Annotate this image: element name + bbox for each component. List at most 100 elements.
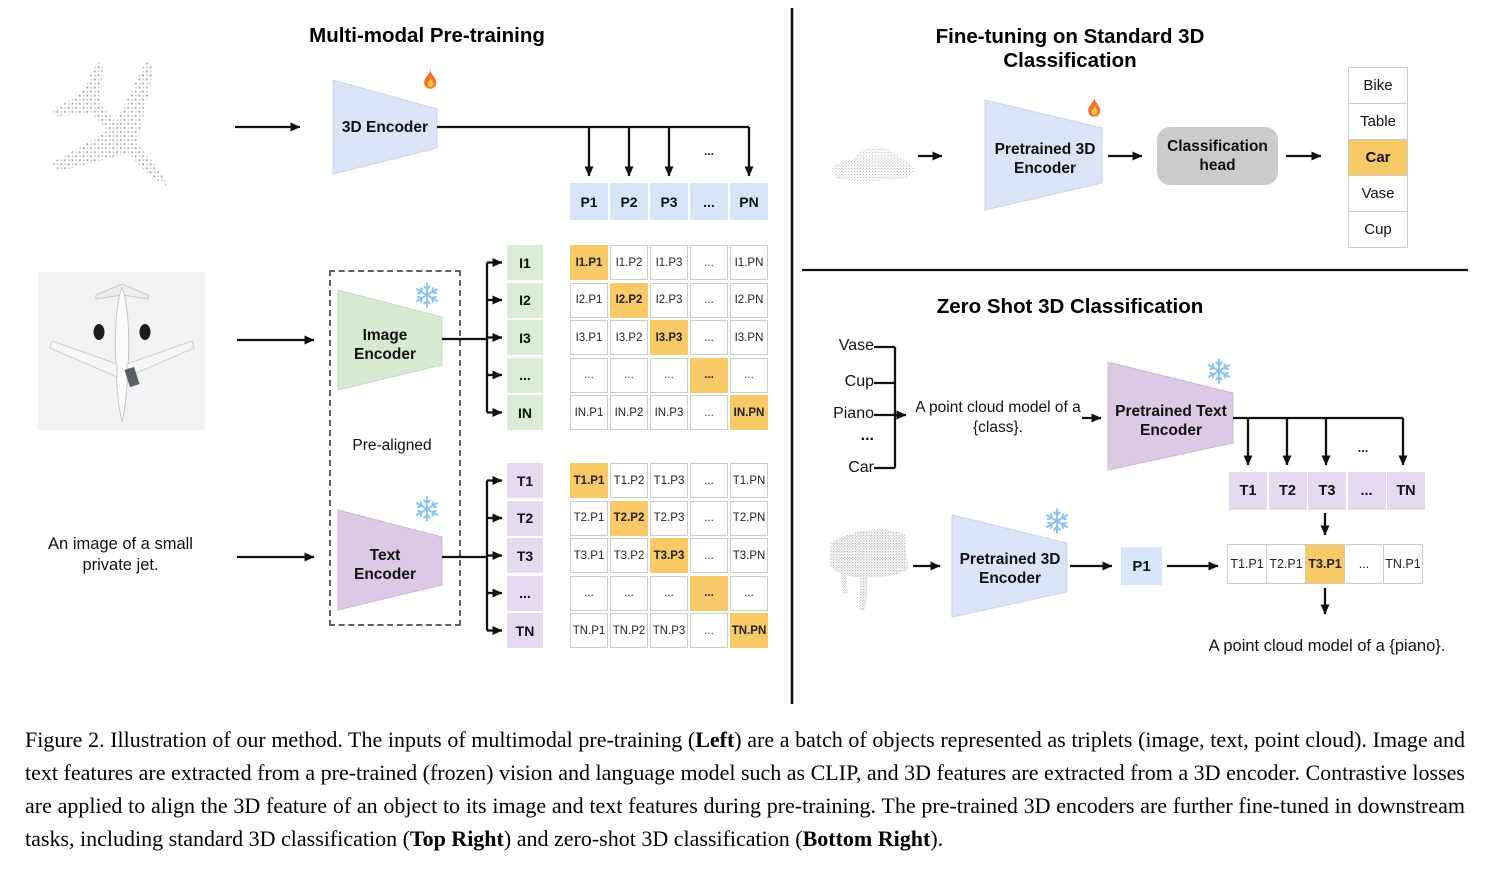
p1-feature-cell: P1: [1121, 547, 1162, 585]
p-feature-row: P1 P2 P3... PN: [570, 183, 768, 220]
caption-segment: Figure 2. Illustration of our method. Th…: [25, 727, 696, 752]
prompt-template-text: A point cloud model of a {class}.: [915, 399, 1081, 437]
matrix-cell: ...: [610, 575, 648, 611]
caption-bold-segment: Left: [695, 727, 735, 752]
matrix-cell: T3.P2: [610, 538, 648, 573]
prompt-class-label: Piano: [833, 405, 874, 422]
car-point-cloud: [831, 146, 913, 182]
matrix-cell: I1.PN: [730, 245, 768, 280]
zeroshot-result-text: A point cloud model of a {piano}.: [1208, 637, 1446, 655]
matrix-cell: ...: [690, 245, 728, 280]
matrix-cell: I1.P2: [610, 245, 648, 280]
text-feature-cell: T3: [1308, 472, 1346, 510]
image-feature-cell: ...: [507, 357, 543, 393]
prompt-class-label: Vase: [838, 337, 874, 354]
similarity-cell: T1.P1: [1228, 545, 1266, 583]
matrix-cell: I3.PN: [730, 320, 768, 355]
pre-aligned-box: [329, 270, 461, 626]
image-point-similarity-matrix: I1.P1 I1.P2 I1.P3... I1.PN I2.P1 I2.P2 I2.P3..…: [570, 245, 768, 430]
p-feature-cell: P1: [570, 183, 608, 220]
text-feature-cell: ...: [507, 575, 543, 611]
pre-aligned-label: Pre-aligned: [352, 437, 432, 454]
zeroshot-text-feature-row: T1 T2 T3... TN: [1229, 472, 1425, 510]
fire-icon: [424, 66, 437, 89]
similarity-row: T1.P1 T2.P1 T3.P1... TN.P1: [1227, 544, 1423, 584]
matrix-cell: T1.P3: [650, 463, 688, 498]
text-feature-cell: T1: [507, 463, 543, 498]
similarity-cell: TN.P1: [1384, 545, 1422, 583]
matrix-cell: ...: [690, 500, 728, 536]
matrix-cell: T1.P1: [570, 463, 608, 498]
class-cell: Car: [1349, 140, 1407, 175]
matrix-cell: I2.P1: [570, 282, 608, 318]
matrix-cell: ...: [690, 463, 728, 498]
left-panel-title: Multi-modal Pre-training: [309, 24, 545, 47]
matrix-cell: I3.P3: [650, 320, 688, 355]
matrix-cell: T2.PN: [730, 500, 768, 536]
matrix-cell: I1.P3: [650, 245, 688, 280]
class-cell: Vase: [1349, 176, 1407, 211]
text-feature-column: T1 T2 T3... TN: [507, 463, 543, 648]
snowflake-icon: [1043, 507, 1071, 535]
snowflake-icon: [1205, 357, 1233, 385]
matrix-cell: ...: [730, 357, 768, 393]
finetune-panel-title: Fine-tuning on Standard 3D Classificatio…: [935, 25, 1205, 72]
matrix-cell: T3.P3: [650, 538, 688, 573]
classification-head-label: Classification head: [1167, 137, 1268, 174]
matrix-cell: I3.P1: [570, 320, 608, 355]
class-cell: Table: [1349, 104, 1407, 139]
airplane-photo: [38, 272, 205, 430]
class-cell: Cup: [1349, 212, 1407, 247]
image-feature-cell: I1: [507, 245, 543, 280]
text-feature-cell: T1: [1229, 472, 1267, 510]
text-feature-cell: T2: [507, 500, 543, 536]
matrix-cell: ...: [690, 395, 728, 430]
matrix-cell: T2.P3: [650, 500, 688, 536]
matrix-cell: I2.P2: [610, 282, 648, 318]
image-caption-text: An image of a small private jet.: [48, 535, 193, 575]
airplane-point-cloud: [51, 60, 171, 190]
image-feature-cell: IN: [507, 395, 543, 430]
matrix-cell: I2.PN: [730, 282, 768, 318]
matrix-cell: T1.P2: [610, 463, 648, 498]
caption-bold-segment: Bottom Right: [802, 826, 931, 851]
matrix-cell: T3.P1: [570, 538, 608, 573]
zs-pretrained-3d-encoder-label: Pretrained 3D Encoder: [959, 551, 1061, 588]
caption-segment: ) are a batch of objects represented as …: [25, 727, 1465, 851]
matrix-cell: IN.P1: [570, 395, 608, 430]
matrix-cell: ...: [650, 357, 688, 393]
matrix-cell: ...: [650, 575, 688, 611]
matrix-cell: ...: [570, 575, 608, 611]
class-list: Bike Table Car Vase Cup: [1348, 67, 1408, 248]
t-row-ellipsis: ...: [1357, 440, 1369, 455]
figure-caption: Figure 2. Illustration of our method. Th…: [25, 723, 1465, 855]
matrix-cell: ...: [690, 357, 728, 393]
prompt-class-list: Vase Cup Piano... Car: [818, 335, 874, 485]
piano-point-cloud: [829, 529, 909, 612]
prompt-class-label: Cup: [844, 373, 874, 390]
pretrained-text-encoder-label: Pretrained Text Encoder: [1115, 403, 1227, 440]
caption-bold-segment: Top Right: [409, 826, 504, 851]
matrix-cell: ...: [610, 357, 648, 393]
matrix-cell: ...: [690, 613, 728, 648]
p-feature-cell: ...: [690, 183, 728, 220]
similarity-cell: ...: [1345, 545, 1383, 583]
classification-head-box: Classification head: [1157, 127, 1278, 185]
p-feature-cell: PN: [730, 183, 768, 220]
image-feature-column: I1 I2 I3... IN: [507, 245, 543, 430]
text-feature-cell: TN: [507, 613, 543, 648]
image-feature-cell: I3: [507, 320, 543, 355]
text-encoder-label: Text Encoder: [353, 547, 416, 584]
similarity-cell: T2.P1: [1267, 545, 1305, 583]
prompt-class-label: Car: [848, 459, 874, 476]
matrix-cell: IN.P3: [650, 395, 688, 430]
text-feature-cell: T2: [1268, 472, 1307, 510]
matrix-cell: IN.P2: [610, 395, 648, 430]
3d-encoder-label: 3D Encoder: [341, 119, 429, 136]
matrix-cell: TN.P2: [610, 613, 648, 648]
image-encoder-label: Image Encoder: [353, 327, 416, 364]
matrix-cell: ...: [690, 575, 728, 611]
caption-segment: ) and zero-shot 3D classification (: [503, 826, 803, 851]
matrix-cell: T3.PN: [730, 538, 768, 573]
